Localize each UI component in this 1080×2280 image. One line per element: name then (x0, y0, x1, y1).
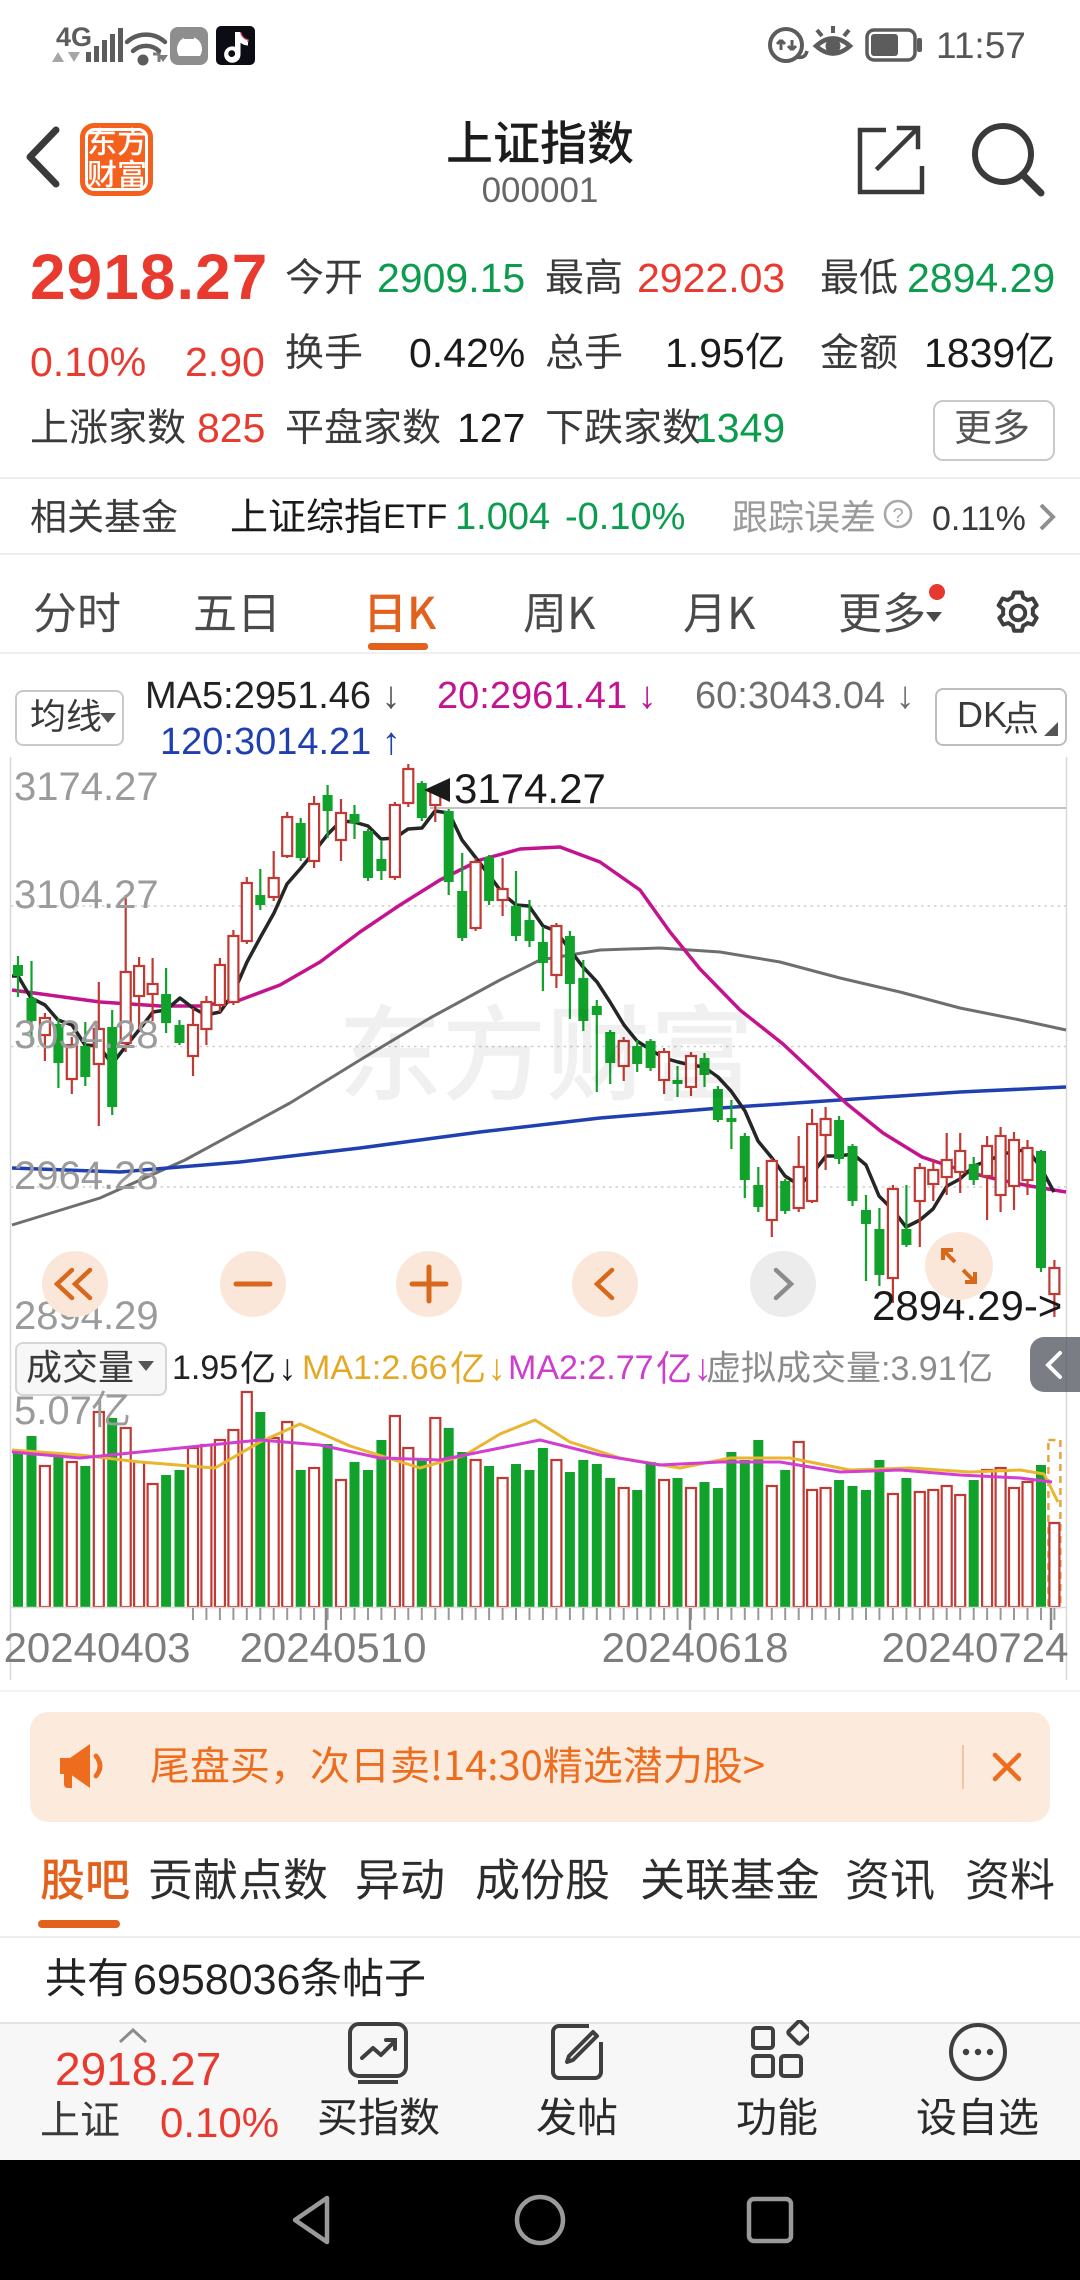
svg-text:3034.28: 3034.28 (14, 1013, 159, 1057)
svg-text:2964.28: 2964.28 (14, 1154, 159, 1198)
svg-text:?: ? (892, 505, 903, 527)
svg-text:3174.27: 3174.27 (454, 765, 606, 812)
svg-text:5.07: 5.07 (14, 1389, 92, 1433)
svg-text:3174.27: 3174.27 (14, 765, 159, 809)
svg-text:20240724: 20240724 (882, 1624, 1069, 1671)
svg-text:20240403: 20240403 (4, 1624, 191, 1671)
svg-text:20240510: 20240510 (240, 1624, 427, 1671)
svg-text:11:57: 11:57 (936, 25, 1026, 66)
svg-text:3104.27: 3104.27 (14, 873, 159, 917)
svg-text:20240618: 20240618 (602, 1624, 789, 1671)
svg-text:4G: 4G (56, 22, 92, 52)
